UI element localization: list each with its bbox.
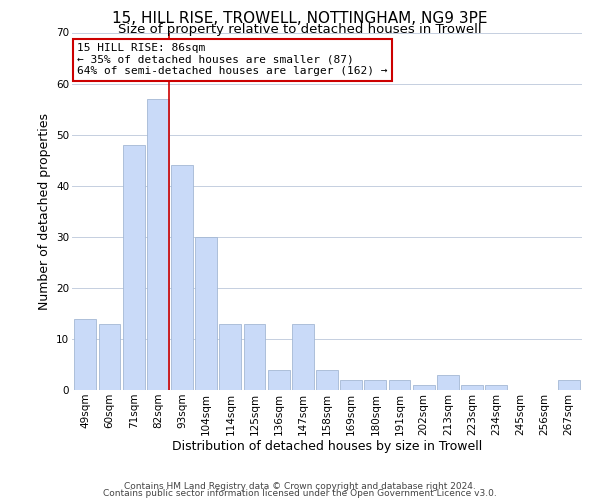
Bar: [389, 380, 410, 390]
Bar: [340, 380, 362, 390]
X-axis label: Distribution of detached houses by size in Trowell: Distribution of detached houses by size …: [172, 440, 482, 454]
Bar: [220, 324, 241, 390]
Text: 15 HILL RISE: 86sqm
← 35% of detached houses are smaller (87)
64% of semi-detach: 15 HILL RISE: 86sqm ← 35% of detached ho…: [77, 43, 388, 76]
Bar: [147, 99, 169, 390]
Bar: [268, 370, 290, 390]
Bar: [485, 385, 507, 390]
Bar: [98, 324, 121, 390]
Bar: [123, 145, 145, 390]
Y-axis label: Number of detached properties: Number of detached properties: [38, 113, 50, 310]
Bar: [195, 237, 217, 390]
Text: Size of property relative to detached houses in Trowell: Size of property relative to detached ho…: [118, 22, 482, 36]
Text: Contains public sector information licensed under the Open Government Licence v3: Contains public sector information licen…: [103, 488, 497, 498]
Text: 15, HILL RISE, TROWELL, NOTTINGHAM, NG9 3PE: 15, HILL RISE, TROWELL, NOTTINGHAM, NG9 …: [112, 11, 488, 26]
Bar: [437, 374, 459, 390]
Bar: [364, 380, 386, 390]
Bar: [74, 318, 96, 390]
Bar: [244, 324, 265, 390]
Bar: [292, 324, 314, 390]
Text: Contains HM Land Registry data © Crown copyright and database right 2024.: Contains HM Land Registry data © Crown c…: [124, 482, 476, 491]
Bar: [316, 370, 338, 390]
Bar: [171, 166, 193, 390]
Bar: [558, 380, 580, 390]
Bar: [461, 385, 483, 390]
Bar: [413, 385, 434, 390]
